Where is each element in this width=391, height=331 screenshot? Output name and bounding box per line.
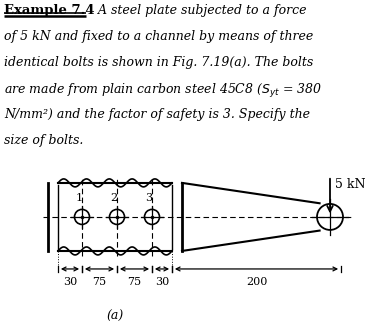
Text: 5 kN: 5 kN (335, 178, 366, 191)
Text: are made from plain carbon steel 45C8 ($S_{yt}$ = 380: are made from plain carbon steel 45C8 ($… (4, 82, 322, 100)
Text: Example 7.4: Example 7.4 (4, 4, 95, 17)
Text: 75: 75 (92, 277, 107, 287)
Text: N/mm²) and the factor of safety is 3. Specify the: N/mm²) and the factor of safety is 3. Sp… (4, 108, 310, 121)
Text: (a): (a) (106, 310, 124, 323)
Text: 30: 30 (155, 277, 169, 287)
Text: 3: 3 (145, 193, 152, 204)
Text: 200: 200 (246, 277, 267, 287)
Text: size of bolts.: size of bolts. (4, 134, 83, 147)
Text: identical bolts is shown in Fig. 7.19(a). The bolts: identical bolts is shown in Fig. 7.19(a)… (4, 56, 313, 69)
Text: 75: 75 (127, 277, 142, 287)
Text: 2: 2 (110, 193, 118, 204)
Text: A steel plate subjected to a force: A steel plate subjected to a force (90, 4, 307, 17)
Text: 30: 30 (63, 277, 77, 287)
Text: of 5 kN and fixed to a channel by means of three: of 5 kN and fixed to a channel by means … (4, 30, 313, 43)
Text: 1: 1 (75, 193, 83, 204)
